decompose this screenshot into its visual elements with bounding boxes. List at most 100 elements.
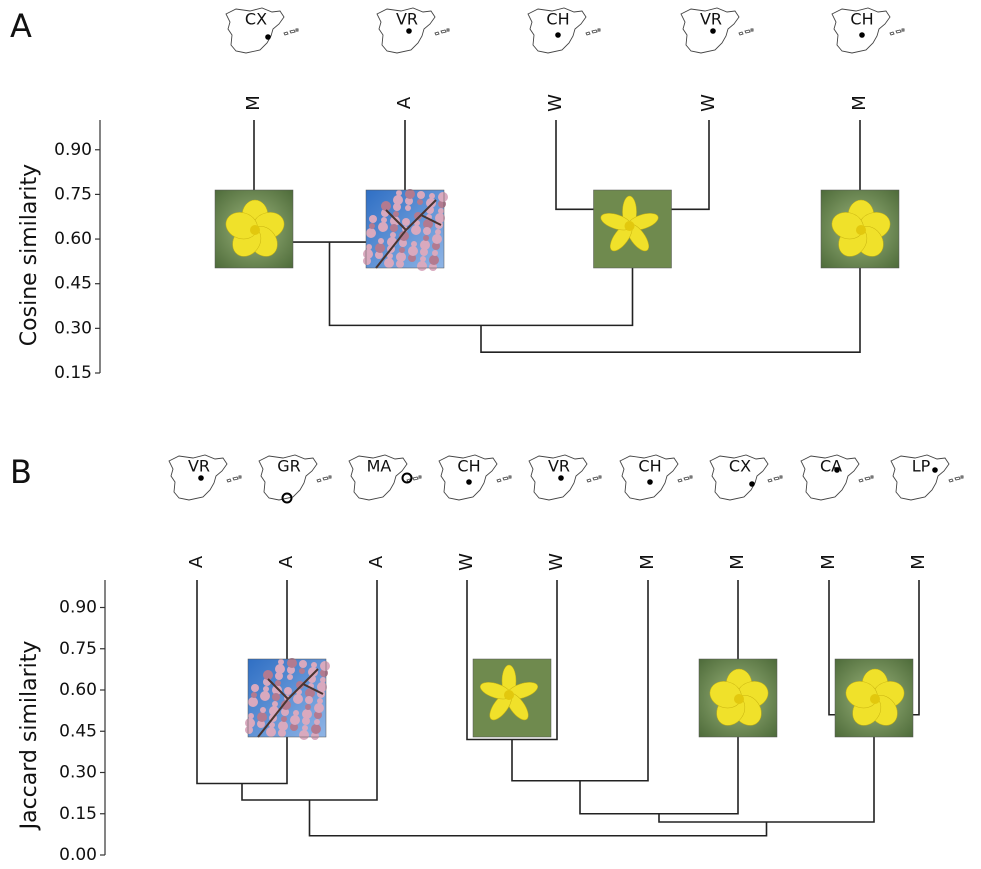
region-marker: [932, 467, 938, 473]
region-label: CH: [546, 10, 569, 29]
region-marker: [555, 32, 561, 38]
blossom-dot: [378, 222, 388, 232]
blossom-dot: [408, 246, 418, 256]
region-label: GR: [277, 457, 301, 476]
blossom-dot: [438, 192, 448, 202]
y-tick-label: 0.15: [59, 804, 97, 824]
blossom-dot: [299, 660, 307, 668]
y-tick-label: 0.90: [54, 140, 92, 160]
region-map: CH: [832, 8, 904, 53]
blossom-dot: [435, 229, 441, 235]
region-marker: [198, 475, 204, 481]
region-label: CX: [729, 457, 751, 476]
flower-center: [870, 694, 880, 704]
region-label: CH: [638, 457, 661, 476]
region-label: CH: [850, 10, 873, 29]
region-label: CX: [245, 10, 267, 29]
region-map: VR: [681, 8, 753, 53]
leaf-label: A: [276, 555, 297, 568]
y-tick-label: 0.45: [54, 274, 92, 294]
leaf-label: A: [366, 555, 387, 568]
region-label: VR: [700, 10, 722, 29]
blossom-dot: [399, 247, 405, 253]
y-tick-label: 0.15: [54, 363, 92, 383]
map-islands: [435, 29, 449, 35]
blossom-dot: [426, 198, 436, 208]
blossom-dot: [251, 692, 257, 698]
region-map: CA: [801, 455, 873, 500]
map-islands: [949, 476, 963, 482]
blossom-dot: [260, 707, 266, 713]
leaf-label: M: [849, 95, 870, 111]
region-map: CH: [439, 455, 511, 500]
blossom-dot: [411, 225, 421, 235]
blossom-dot: [287, 674, 293, 680]
region-map: CX: [226, 8, 298, 53]
blossom-dot: [293, 710, 299, 716]
blossom-dot: [363, 249, 373, 259]
region-map: MA: [349, 455, 421, 500]
map-islands: [768, 476, 782, 482]
blossom-dot: [423, 235, 429, 241]
region-label: VR: [396, 10, 418, 29]
map-islands: [739, 29, 753, 35]
y-tick-label: 0.45: [59, 721, 97, 741]
y-axis-label: Cosine similarity: [17, 164, 42, 346]
blossom-dot: [375, 243, 385, 253]
region-map: VR: [169, 455, 241, 500]
blossom-dot: [369, 215, 377, 223]
y-tick-label: 0.90: [59, 598, 97, 618]
y-tick-label: 0.75: [54, 184, 92, 204]
blossom-dot: [384, 258, 394, 268]
blossom-dot: [251, 684, 259, 692]
leaf-label: W: [698, 94, 719, 112]
region-marker: [466, 479, 472, 485]
blossom-dot: [393, 195, 403, 205]
region-label: VR: [188, 457, 210, 476]
blossom-dot: [299, 730, 309, 740]
blossom-dot: [284, 687, 292, 695]
blossom-dot: [381, 217, 387, 223]
blossom-dot: [366, 228, 376, 238]
leaf-label: M: [727, 554, 748, 570]
photo: [215, 190, 293, 268]
y-tick-label: 0.30: [54, 318, 92, 338]
y-tick-label: 0.30: [59, 763, 97, 783]
region-marker: [403, 474, 412, 483]
photo: [821, 190, 899, 268]
blossom-dot: [281, 716, 287, 722]
leaf-label: M: [243, 95, 264, 111]
region-map: CX: [710, 455, 782, 500]
blossom-dot: [272, 693, 280, 701]
y-tick-label: 0.60: [54, 229, 92, 249]
region-label: CH: [457, 457, 480, 476]
y-tick-label: 0.60: [59, 680, 97, 700]
blossom-dot: [417, 191, 425, 199]
blossom-dot: [290, 715, 300, 725]
blossom-dot: [420, 256, 426, 262]
blossom-dot: [278, 659, 284, 665]
region-map: GR: [259, 455, 331, 503]
blossom-dot: [260, 691, 270, 701]
blossom-dot: [278, 721, 288, 731]
blossom-dot: [429, 193, 435, 199]
region-marker: [406, 28, 412, 34]
blossom-dot: [378, 238, 384, 244]
blossom-dot: [396, 190, 402, 196]
blossom-dot: [275, 664, 285, 674]
region-marker: [834, 467, 840, 473]
photo: [473, 659, 551, 737]
blossom-dot: [302, 709, 312, 719]
blossom-dot: [369, 223, 375, 229]
map-islands: [587, 476, 601, 482]
photo: [363, 189, 448, 271]
photo: [835, 659, 913, 737]
photo: [245, 658, 330, 740]
leaf-label: M: [818, 554, 839, 570]
blossom-dot: [293, 694, 303, 704]
blossom-dot: [245, 718, 255, 728]
blossom-dot: [411, 241, 417, 247]
blossom-dot: [287, 658, 297, 668]
panel-letter: A: [10, 7, 32, 45]
blossom-dot: [263, 670, 273, 680]
